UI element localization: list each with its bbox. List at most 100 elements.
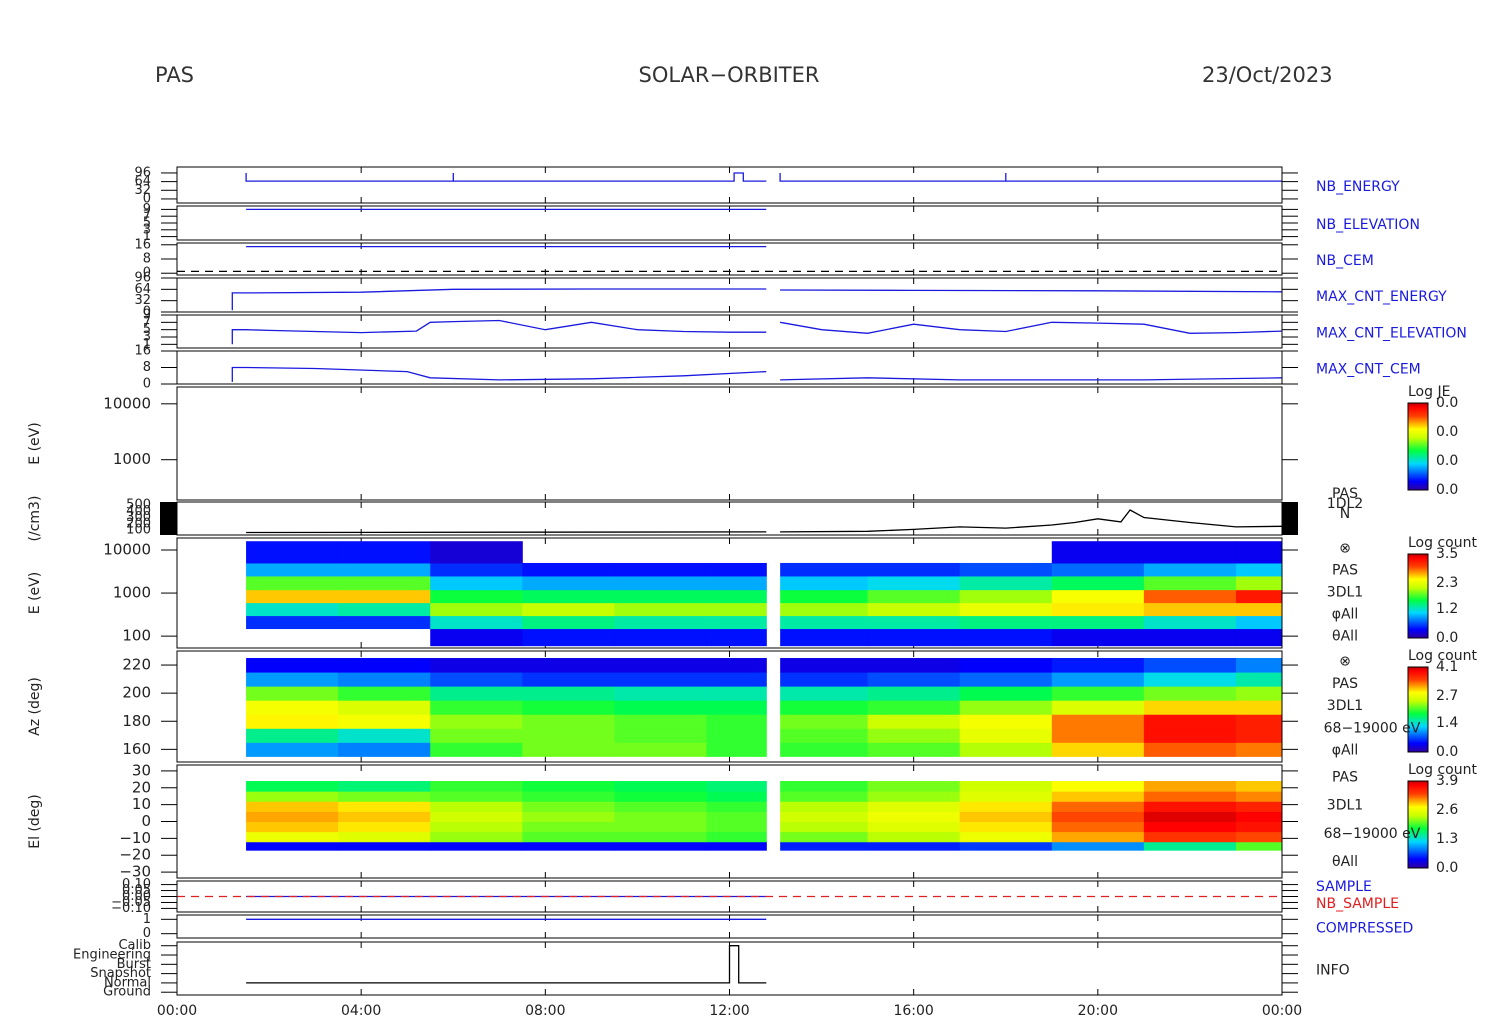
heatmap-cell xyxy=(959,841,1053,851)
heatmap-cell xyxy=(706,821,767,833)
heatmap-cell xyxy=(706,728,767,743)
colorbar-title: Log count xyxy=(1408,648,1477,664)
heatmap-cell xyxy=(706,686,767,701)
x-tick-label: 16:00 xyxy=(893,1003,933,1019)
heatmap-cell xyxy=(1235,628,1283,647)
heatmap-cell xyxy=(614,781,707,792)
heatmap-cell xyxy=(959,589,1053,604)
heatmap-cell xyxy=(246,602,339,617)
heatmap-cell xyxy=(246,742,339,757)
colorbar-tick-label: 1.2 xyxy=(1436,601,1458,617)
y-tick-label: Calib xyxy=(118,938,151,953)
heatmap-cell xyxy=(246,575,339,591)
heatmap-cell xyxy=(1235,615,1283,630)
heatmap-cell xyxy=(338,841,431,851)
panel-note: PAS xyxy=(1332,676,1358,692)
heatmap-cell xyxy=(1143,801,1237,812)
heatmap-cell xyxy=(706,801,767,812)
y-tick-label: 0.05 xyxy=(122,883,151,898)
heatmap-cell xyxy=(959,672,1053,687)
panel-note: 68−19000 eV xyxy=(1324,720,1421,736)
heatmap-cell xyxy=(338,781,431,792)
heatmap-cell xyxy=(959,658,1053,673)
heatmap-cell xyxy=(780,615,869,630)
heatmap-cell xyxy=(1143,672,1237,687)
heatmap-cell xyxy=(522,562,615,577)
legend-label: INFO xyxy=(1316,963,1350,979)
heatmap-cell xyxy=(614,658,707,673)
y-tick-label: Engineering xyxy=(73,948,151,963)
colorbar-tick-label: 2.7 xyxy=(1436,688,1458,704)
colorbar-tick-label: 0.0 xyxy=(1436,424,1458,440)
heatmap-cell xyxy=(867,821,961,833)
heatmap-cell xyxy=(430,672,523,687)
heatmap-cell xyxy=(780,801,869,812)
heatmap-cell xyxy=(614,714,707,729)
colorbar-tick-label: 0.0 xyxy=(1436,453,1458,469)
y-tick-label: 1 xyxy=(143,912,151,927)
heatmap-cell xyxy=(430,841,523,851)
heatmap-cell xyxy=(959,831,1053,843)
y-tick-label: 7 xyxy=(143,209,151,224)
y-tick-label: −0.10 xyxy=(111,901,151,916)
colorbar xyxy=(1407,553,1429,639)
heatmap-cell xyxy=(867,728,961,743)
heatmap-cell xyxy=(338,541,431,564)
heatmap-cell xyxy=(522,658,615,673)
panel-frame xyxy=(176,386,1283,501)
panel-frame xyxy=(176,941,1283,996)
panel-note: PAS xyxy=(1332,563,1358,579)
heatmap-cell xyxy=(246,562,339,577)
y-tick-label: 32 xyxy=(134,293,151,308)
heatmap-cell xyxy=(338,562,431,577)
heatmap-cell xyxy=(338,575,431,591)
y-tick-label: 0 xyxy=(143,305,151,320)
heatmap-cell xyxy=(780,841,869,851)
heatmap-cell xyxy=(246,714,339,729)
legend-label: SAMPLE xyxy=(1316,879,1372,895)
heatmap-cell xyxy=(706,615,767,630)
heatmap-cell xyxy=(959,781,1053,792)
y-tick-label: 96 xyxy=(134,271,151,286)
x-tick-label: 08:00 xyxy=(525,1003,565,1019)
heatmap-cell xyxy=(1051,801,1145,812)
heatmap-cell xyxy=(522,575,615,591)
panel-note: N xyxy=(1340,506,1350,522)
panel-frame xyxy=(176,914,1283,939)
heatmap-cell xyxy=(1235,541,1283,564)
heatmap-cell xyxy=(1051,728,1145,743)
y-tick-label: 200 xyxy=(122,684,151,702)
legend-label: NB_ENERGY xyxy=(1316,179,1400,195)
y-tick-label: 1 xyxy=(143,229,151,244)
heatmap-cell xyxy=(522,700,615,715)
y-tick-label: 3 xyxy=(143,330,151,345)
heatmap-cell xyxy=(614,615,707,630)
panel-frame xyxy=(176,350,1283,385)
heatmap-cell xyxy=(706,714,767,729)
heatmap-cell xyxy=(522,714,615,729)
heatmap-cell xyxy=(1143,628,1237,647)
panel-frame xyxy=(176,314,1283,349)
panel-note: θAll xyxy=(1332,629,1358,645)
heatmap-cell xyxy=(1051,575,1145,591)
heatmap-cell xyxy=(338,801,431,812)
heatmap-cell xyxy=(246,821,339,833)
panel-note: 3DL1 xyxy=(1327,798,1363,814)
heatmap-cell xyxy=(430,791,523,802)
heatmap-cell xyxy=(1235,811,1283,822)
header-left: PAS xyxy=(155,63,194,87)
y-tick-label: −0.05 xyxy=(111,895,151,910)
y-tick-label: 32 xyxy=(134,183,151,198)
colorbar-title: Log JE xyxy=(1408,384,1450,400)
heatmap-cell xyxy=(959,728,1053,743)
heatmap-cell xyxy=(522,672,615,687)
y-axis-label: E (eV) xyxy=(27,572,43,614)
heatmap-cell xyxy=(1235,781,1283,792)
colorbar-tick-label: 1.3 xyxy=(1436,831,1458,847)
y-axis-label: (/cm3) xyxy=(27,496,43,542)
heatmap-cell xyxy=(1235,821,1283,833)
heatmap-cell xyxy=(706,562,767,577)
heatmap-cell xyxy=(1235,658,1283,673)
heatmap-cell xyxy=(706,791,767,802)
heatmap-cell xyxy=(1143,602,1237,617)
